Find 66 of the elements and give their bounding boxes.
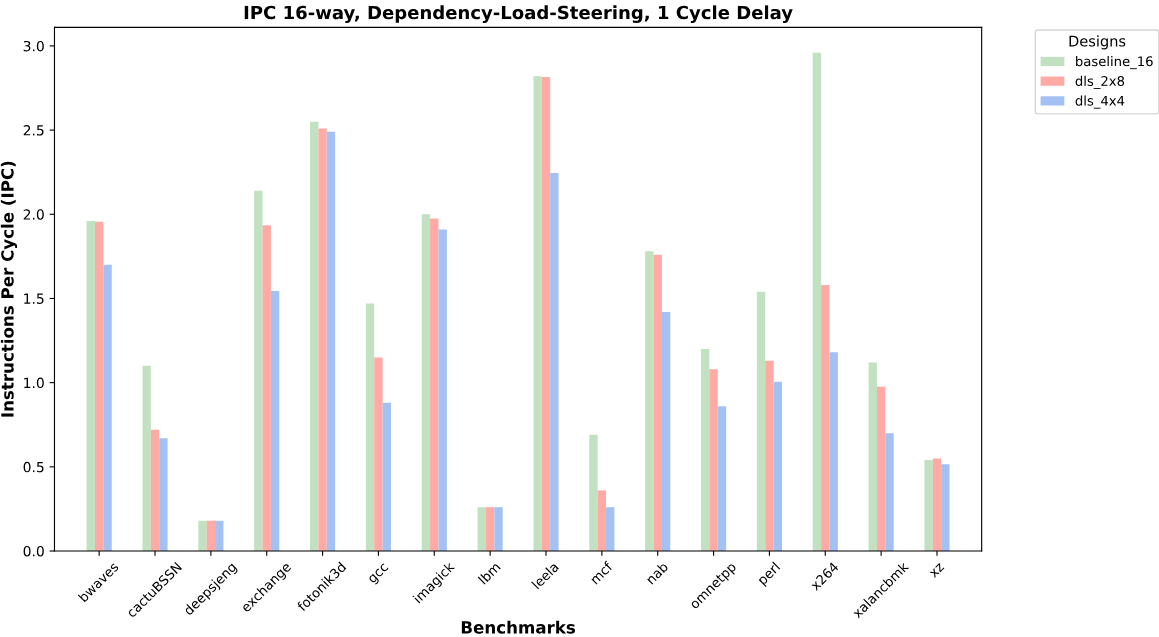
bar (606, 507, 615, 551)
bar (318, 128, 327, 551)
legend-label: dls_4x4 (1075, 95, 1125, 109)
bar (717, 406, 727, 551)
bar (262, 225, 271, 551)
bar (150, 429, 160, 551)
y-tick-label: 2.5 (23, 125, 44, 136)
legend-label: dls_2x8 (1075, 75, 1125, 89)
y-tick-label: 1.0 (24, 377, 44, 389)
x-axis-title: Benchmarks (461, 620, 576, 634)
bar (94, 221, 104, 551)
bar (765, 360, 774, 551)
bar (494, 507, 503, 551)
bar (941, 464, 950, 551)
bar (310, 121, 319, 551)
y-tick-label: 0.5 (23, 461, 44, 473)
bar (756, 291, 766, 551)
bar (206, 520, 216, 551)
bar (142, 365, 151, 551)
chart-title: IPC 16-way, Dependency-Load-Steering, 1 Cycle Delay (244, 5, 793, 23)
bar (215, 520, 224, 551)
bar (924, 460, 933, 551)
bar (326, 131, 336, 551)
y-tick-label: 1.5 (24, 293, 44, 304)
y-axis-title: Instructions Per Cycle (IPC) (0, 161, 18, 417)
x-tick-label: nab (645, 561, 669, 585)
bar (270, 290, 280, 551)
bar (645, 251, 654, 551)
bar (589, 434, 598, 551)
bar (533, 76, 542, 551)
bar (365, 303, 375, 551)
bar (485, 507, 495, 551)
bar (701, 348, 710, 551)
bar (829, 352, 838, 551)
bar (821, 284, 830, 551)
bar (541, 77, 551, 551)
bar (709, 369, 718, 551)
x-tick-label: xz (929, 563, 945, 578)
bar (885, 433, 894, 551)
legend-title: Designs (1069, 35, 1126, 50)
y-tick-label: 0.0 (23, 545, 44, 557)
bar (421, 214, 431, 551)
y-tick-label: 2.0 (23, 209, 44, 220)
bar (198, 520, 207, 551)
x-tick-label: lbm (477, 561, 501, 585)
bar (477, 507, 486, 551)
bar (374, 357, 383, 551)
bar (661, 311, 671, 551)
bar (103, 264, 112, 551)
bar (86, 221, 95, 551)
y-tick-label: 3.0 (23, 40, 44, 52)
bar (876, 386, 886, 551)
bar (438, 229, 447, 551)
bar (653, 254, 662, 551)
bar (430, 218, 439, 551)
bar (812, 52, 822, 551)
bar (868, 362, 877, 551)
bar (159, 438, 168, 551)
bar (773, 381, 782, 551)
bar (932, 458, 942, 551)
bar (597, 490, 607, 551)
x-tick-label: gcc (368, 563, 391, 586)
bar (550, 173, 559, 551)
legend-label: baseline_16 (1076, 56, 1153, 70)
bar (382, 402, 391, 551)
bar (254, 190, 263, 551)
